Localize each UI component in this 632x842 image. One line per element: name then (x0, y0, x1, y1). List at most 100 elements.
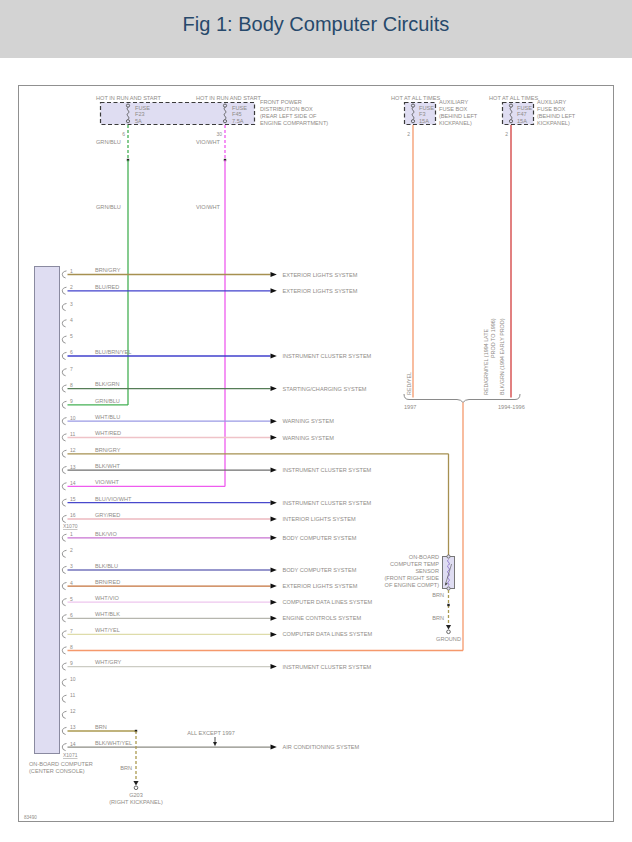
ground-label: GROUND (436, 636, 461, 642)
arrowhead (271, 632, 277, 637)
destination-label: INSTRUMENT CLUSTER SYSTEM (283, 664, 372, 670)
pin-number: 1 (70, 531, 73, 537)
destination-label: INSTRUMENT CLUSTER SYSTEM (283, 500, 372, 506)
fuse-label: FUSE (517, 105, 532, 111)
pin-hook (62, 599, 66, 606)
year-split-bracket: 1997 1994-1996 (404, 394, 525, 651)
destination-label: BODY COMPUTER SYSTEM (283, 567, 357, 573)
fuse-pin: 2 (407, 131, 410, 137)
wire-label: BRN (120, 765, 132, 771)
pin-number: 3 (70, 301, 73, 307)
wire-label-rotated: BLK/GRN (1994 EARLY PROD) (499, 318, 505, 395)
pin-number: 4 (70, 317, 73, 323)
box-label: ENGINE COMPARTMENT) (260, 120, 328, 126)
ground-circle (134, 786, 138, 790)
pin-hook (62, 727, 66, 734)
arrowhead (271, 435, 277, 440)
wire-name: BLU/RED (95, 284, 119, 290)
pin-number: 13 (70, 464, 76, 470)
wire-label: VIO/WHT (196, 139, 221, 145)
destination-label: COMPUTER DATA LINES SYSTEM (283, 631, 373, 637)
fuse-amps: 15A (419, 118, 429, 124)
wire-name: BRN/GRY (95, 447, 121, 453)
pin-hook (62, 304, 66, 311)
fuse-id: F3 (419, 111, 426, 117)
wire-label-rotated: RED/YEL (406, 372, 412, 395)
destination-label: INSTRUMENT CLUSTER SYSTEM (283, 353, 372, 359)
pin-hook (62, 515, 66, 522)
wire-name: WHT/BLK (95, 611, 120, 617)
pin-number: 7 (70, 628, 73, 634)
wire-name: BRN/GRY (95, 267, 121, 273)
wire-name: GRN/BLU (95, 398, 120, 404)
destination-label: EXTERIOR LIGHTS SYSTEM (283, 272, 358, 278)
pin-number: 8 (70, 644, 73, 650)
wire-name: GRY/RED (95, 512, 120, 518)
pin-hook (62, 450, 66, 457)
wire-name: WHT/YEL (95, 627, 120, 633)
year-label: 1994-1996 (498, 404, 525, 410)
destination-label: ENGINE CONTROLS SYSTEM (283, 615, 362, 621)
arrowhead (271, 419, 277, 424)
pin-number: 6 (70, 349, 73, 355)
arrowhead (271, 517, 277, 522)
pin-hook (62, 679, 66, 686)
fuse-label: FUSE (135, 105, 150, 111)
wire-label-rotated: PROD TO 1996) (490, 318, 496, 358)
sensor-label: SENSOR (415, 568, 439, 574)
pin-hook (62, 385, 66, 392)
all-except-note: ALL EXCEPT 1997 (187, 730, 235, 746)
box-label: (BEHIND LEFT (537, 113, 576, 119)
arrowhead (271, 535, 277, 540)
wire-name: BLU/BRN/YEL (95, 349, 131, 355)
sensor-label: OF ENGINE COMPT) (385, 582, 440, 588)
computer-label: ON-BOARD COMPUTER (29, 761, 93, 767)
pin-hook (62, 631, 66, 638)
wire-name: BRN/RED (95, 579, 120, 585)
pin-hook (62, 744, 66, 751)
wire-name: BLK/WHT/YEL (95, 740, 132, 746)
wire-label: GRN/BLU (96, 139, 121, 145)
pin-hook (62, 320, 66, 327)
pin-hook (62, 695, 66, 702)
fuse-pin: 2 (505, 131, 508, 137)
wire-label: VIO/WHT (196, 204, 221, 210)
arrowhead (271, 500, 277, 505)
pin-number: 16 (70, 512, 76, 518)
sensor-label: (FRONT RIGHT SIDE (385, 575, 440, 581)
wire-name: BRN (95, 724, 107, 730)
pin-number: 14 (70, 480, 76, 486)
destination-label: AIR CONDITIONING SYSTEM (283, 744, 360, 750)
pin-number: 3 (70, 563, 73, 569)
pin-hook (62, 401, 66, 408)
pin-number: 1 (70, 268, 73, 274)
fuse-amps: 15A (517, 118, 527, 124)
destination-label: WARNING SYSTEM (283, 418, 335, 424)
sensor-label: COMPUTER TEMP (390, 561, 439, 567)
sensor-label: ON-BOARD (409, 554, 439, 560)
box-label: AUXILIARY (439, 99, 468, 105)
wire-name: BLK/VIO (95, 531, 117, 537)
fuse-id: F23 (135, 111, 145, 117)
pin-hook (62, 434, 66, 441)
pin-hook (62, 566, 66, 573)
box-label: (REAR LEFT SIDE OF (260, 113, 317, 119)
diagram-code: 83490 (24, 815, 37, 820)
pin-number: 9 (70, 398, 73, 404)
fuse-amps: 5A (135, 118, 142, 124)
destination-label: INSTRUMENT CLUSTER SYSTEM (283, 467, 372, 473)
hot-label: HOT IN RUN AND START (196, 95, 262, 101)
pin-hook (62, 352, 66, 359)
arrowhead (271, 584, 277, 589)
arrowhead (271, 288, 277, 293)
arrowhead (271, 745, 277, 750)
wire-label: BRN (432, 615, 444, 621)
fuse-pin: 6 (122, 131, 125, 137)
pin-number: 7 (70, 366, 73, 372)
wire-label: GRN/BLU (96, 204, 121, 210)
wire-label: BRN (432, 592, 444, 598)
ground-circle (447, 630, 451, 634)
arrowhead (271, 386, 277, 391)
connector-id: X1071 (63, 752, 78, 758)
onboard-computer: 1BRN/GRYEXTERIOR LIGHTS SYSTEM2BLU/REDEX… (29, 267, 463, 775)
